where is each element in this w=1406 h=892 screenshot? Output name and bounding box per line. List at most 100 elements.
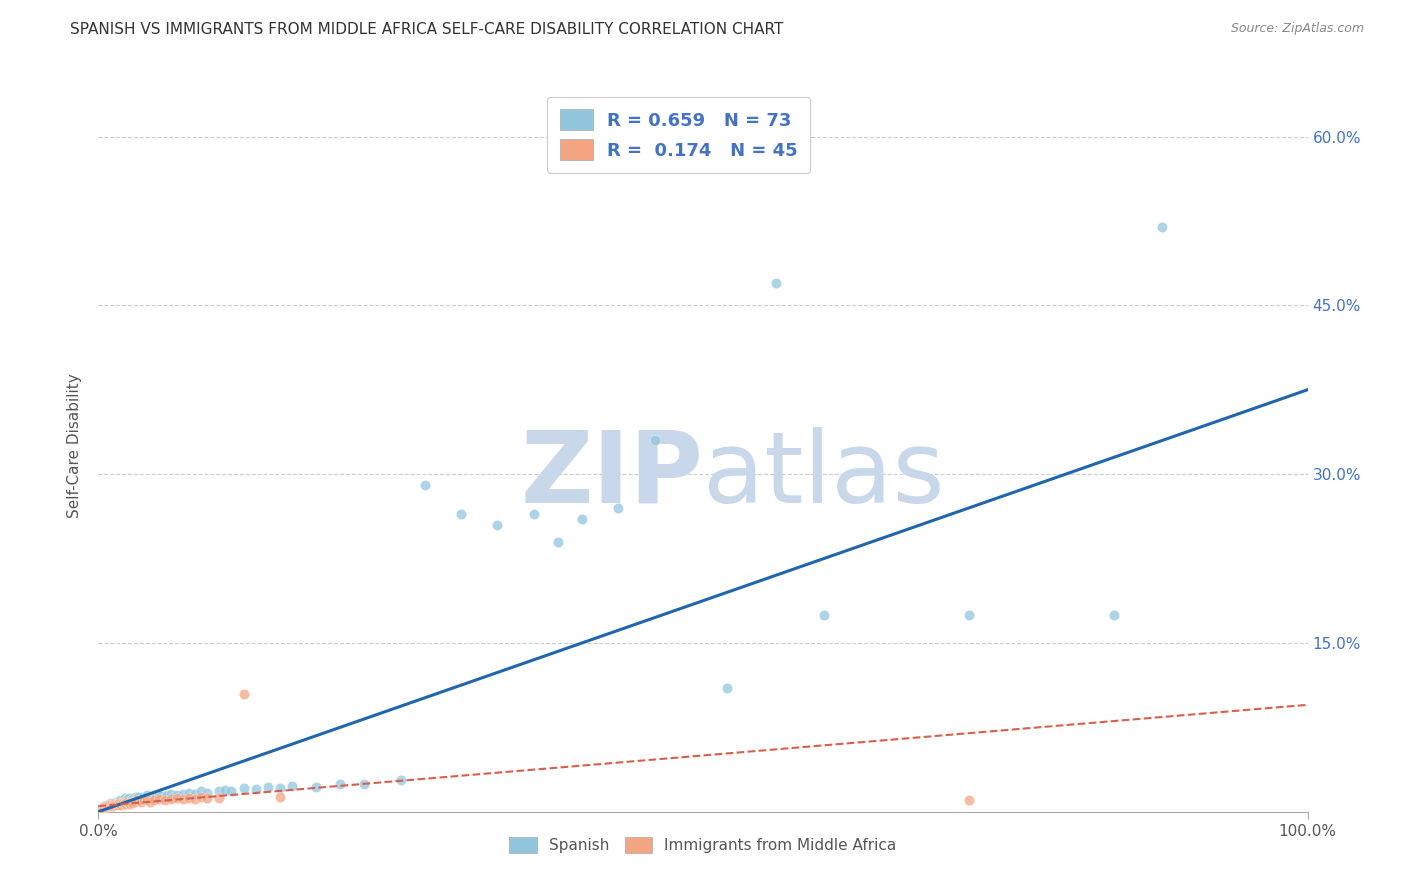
Point [195, 791, 218, 805]
Text: SPANISH VS IMMIGRANTS FROM MIDDLE AFRICA SELF-CARE DISABILITY CORRELATION CHART: SPANISH VS IMMIGRANTS FROM MIDDLE AFRICA… [70, 22, 783, 37]
Point [160, 792, 183, 806]
Point [1102, 607, 1125, 622]
Point [132, 790, 155, 805]
Point [166, 791, 188, 805]
Point [118, 796, 141, 810]
Point [256, 780, 278, 794]
Point [389, 773, 412, 788]
Point [190, 784, 212, 798]
Point [214, 783, 236, 797]
Point [134, 793, 156, 807]
Point [148, 792, 170, 806]
Point [129, 795, 152, 809]
Point [111, 796, 134, 810]
Point [269, 781, 291, 796]
Point [97, 799, 120, 814]
Text: Source: ZipAtlas.com: Source: ZipAtlas.com [1230, 22, 1364, 36]
Point [115, 793, 138, 807]
Point [112, 795, 135, 809]
Point [100, 797, 122, 812]
Point [110, 796, 132, 810]
Point [101, 799, 124, 814]
Point [108, 795, 131, 809]
Point [153, 793, 176, 807]
Point [121, 792, 143, 806]
Point [141, 791, 163, 805]
Y-axis label: Self-Care Disability: Self-Care Disability [67, 374, 83, 518]
Point [108, 797, 131, 811]
Point [105, 795, 128, 809]
Point [329, 776, 352, 790]
Point [571, 512, 593, 526]
Point [166, 788, 188, 802]
Point [129, 792, 152, 806]
Point [148, 788, 170, 802]
Point [156, 788, 179, 802]
Point [101, 797, 124, 811]
Point [160, 787, 183, 801]
Point [112, 797, 135, 811]
Point [1152, 219, 1174, 234]
Point [108, 793, 131, 807]
Point [245, 782, 267, 797]
Point [135, 792, 157, 806]
Point [195, 786, 218, 800]
Point [115, 797, 138, 811]
Point [124, 795, 146, 809]
Point [184, 792, 207, 806]
Point [269, 790, 291, 805]
Point [93, 799, 115, 814]
Point [184, 787, 207, 801]
Point [957, 793, 980, 807]
Point [120, 795, 142, 809]
Point [232, 781, 254, 796]
Point [145, 790, 167, 805]
Point [114, 796, 136, 810]
Point [107, 797, 129, 812]
Point [143, 789, 166, 803]
Point [117, 792, 139, 806]
Point [100, 796, 122, 810]
Point [104, 797, 127, 812]
Point [232, 687, 254, 701]
Point [208, 791, 231, 805]
Point [105, 797, 128, 811]
Text: ZIP: ZIP [520, 426, 703, 524]
Point [153, 790, 176, 805]
Point [98, 797, 121, 812]
Point [100, 799, 122, 814]
Point [111, 793, 134, 807]
Point [97, 799, 120, 814]
Point [120, 793, 142, 807]
Point [135, 791, 157, 805]
Point [118, 791, 141, 805]
Point [138, 790, 160, 805]
Point [96, 800, 118, 814]
Point [765, 276, 787, 290]
Point [124, 790, 146, 805]
Point [96, 797, 118, 812]
Text: atlas: atlas [703, 426, 945, 524]
Point [118, 797, 141, 811]
Point [107, 796, 129, 810]
Point [190, 790, 212, 805]
Point [118, 795, 141, 809]
Point [523, 507, 546, 521]
Point [94, 799, 117, 814]
Point [98, 797, 121, 811]
Point [91, 801, 114, 815]
Point [172, 787, 194, 801]
Point [125, 792, 148, 806]
Point [127, 791, 149, 805]
Point [957, 607, 980, 622]
Point [139, 795, 162, 809]
Point [172, 792, 194, 806]
Point [121, 796, 143, 810]
Point [135, 788, 157, 802]
Point [450, 507, 472, 521]
Legend: R = 0.659   N = 73, R =  0.174   N = 45: R = 0.659 N = 73, R = 0.174 N = 45 [547, 96, 810, 173]
Point [103, 796, 125, 810]
Point [644, 434, 666, 448]
Point [547, 534, 569, 549]
Point [353, 776, 375, 790]
